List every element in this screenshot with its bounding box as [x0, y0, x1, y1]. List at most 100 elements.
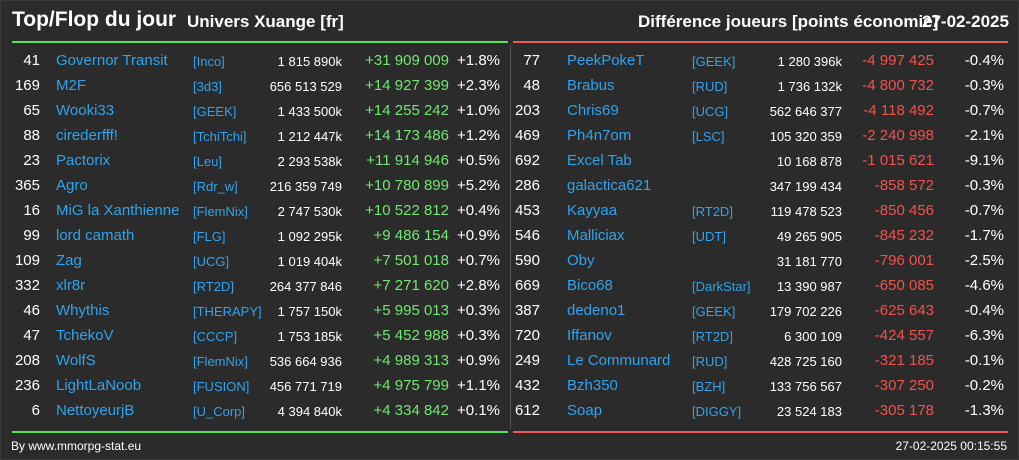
- player-name-link[interactable]: Soap: [567, 402, 603, 419]
- alliance-tag-link[interactable]: [RT2D]: [692, 204, 733, 219]
- loser-row: 453 Kayyaa [RT2D] 119 478 523 -850 456 -0.7%: [512, 199, 1010, 224]
- player-name-link[interactable]: Wooki33: [56, 102, 115, 119]
- player-name-link[interactable]: Chris69: [567, 102, 619, 119]
- alliance-tag-link[interactable]: [UDT]: [692, 229, 726, 244]
- player-name-link[interactable]: PeekPokeT: [567, 52, 645, 69]
- top-red-bar: [513, 41, 1008, 43]
- gainer-row: 208 WolfS [FlemNix] 536 664 936 +4 989 313 +0…: [12, 349, 510, 374]
- alliance-tag-link[interactable]: [TchiTchi]: [193, 129, 247, 144]
- gainer-row: 99 lord camath [FLG] 1 092 295k +9 486 154 +0…: [12, 224, 510, 249]
- player-points: 1 753 185k: [277, 329, 342, 344]
- player-name-link[interactable]: xlr8r: [56, 277, 86, 294]
- player-name-link[interactable]: Brabus: [567, 77, 615, 94]
- points-difference: +10 522 812: [365, 202, 449, 219]
- player-name-link[interactable]: Bzh350: [567, 377, 618, 394]
- loser-row: 387 dedeno1 [GEEK] 179 702 226 -625 643 -0.4%: [512, 299, 1010, 324]
- alliance-tag-link[interactable]: [GEEK]: [692, 304, 736, 319]
- alliance-tag-link[interactable]: [LSC]: [692, 129, 725, 144]
- alliance-tag-link[interactable]: [BZH]: [692, 379, 726, 394]
- player-name-link[interactable]: Le Communard: [567, 352, 671, 369]
- player-name-link[interactable]: Oby: [567, 252, 595, 269]
- player-name-link[interactable]: cirederfff!: [56, 127, 118, 144]
- player-name-link[interactable]: galactica621: [567, 177, 652, 194]
- alliance-tag-link[interactable]: [RT2D]: [193, 279, 234, 294]
- points-difference: -4 800 732: [862, 77, 934, 94]
- percent-change: -9.1%: [964, 152, 1004, 169]
- player-points: 1 815 890k: [277, 54, 342, 69]
- points-difference: -650 085: [874, 277, 934, 294]
- percent-change: +0.7%: [457, 252, 500, 269]
- alliance-tag-link[interactable]: [UCG]: [193, 254, 230, 269]
- player-name-link[interactable]: M2F: [56, 77, 86, 94]
- alliance-tag-link[interactable]: [FlemNix]: [193, 354, 248, 369]
- alliance-tag-link[interactable]: [DarkStar]: [692, 279, 751, 294]
- points-difference: -321 185: [874, 352, 934, 369]
- alliance-tag-link[interactable]: [UCG]: [692, 104, 729, 119]
- player-rank: 65: [23, 102, 40, 119]
- alliance-tag-link[interactable]: [RUD]: [692, 354, 728, 369]
- player-name-link[interactable]: Bico68: [567, 277, 613, 294]
- universe-label: Univers Xuange [fr]: [187, 12, 344, 31]
- player-name-link[interactable]: Zag: [56, 252, 82, 269]
- points-difference: +4 975 799: [373, 377, 450, 394]
- points-difference: +10 780 899: [365, 177, 449, 194]
- player-points: 119 478 523: [770, 204, 842, 219]
- top-gainers-list: 41 Governor Transit [Inco] 1 815 890k +31 90…: [12, 49, 510, 424]
- player-name-link[interactable]: WolfS: [56, 352, 96, 369]
- player-name-link[interactable]: Governor Transit: [56, 52, 168, 69]
- player-name-link[interactable]: NettoyeurjB: [56, 402, 135, 419]
- player-points: 1 280 396k: [777, 54, 842, 69]
- alliance-tag-link[interactable]: [GEEK]: [193, 104, 237, 119]
- player-name-link[interactable]: MiG la Xanthienne: [56, 202, 180, 219]
- player-name-link[interactable]: TchekoV: [56, 327, 114, 344]
- player-points: 1 757 150k: [277, 304, 342, 319]
- player-name-link[interactable]: Iffanov: [567, 327, 612, 344]
- player-name-link[interactable]: lord camath: [56, 227, 135, 244]
- player-rank: 88: [23, 127, 40, 144]
- percent-change: -0.4%: [964, 52, 1004, 69]
- percent-change: +0.3%: [457, 327, 500, 344]
- alliance-tag-link[interactable]: [RT2D]: [692, 329, 733, 344]
- alliance-tag-link[interactable]: [DIGGY]: [692, 404, 742, 419]
- points-difference: -4 118 492: [863, 102, 934, 119]
- player-points: 1 212 447k: [277, 129, 342, 144]
- alliance-tag-link[interactable]: [CCCP]: [193, 329, 238, 344]
- player-name-link[interactable]: Excel Tab: [567, 152, 632, 169]
- player-name-link[interactable]: Ph4n7om: [567, 127, 632, 144]
- player-name-link[interactable]: Pactorix: [56, 152, 111, 169]
- gainer-row: 23 Pactorix [Leu] 2 293 538k +11 914 946 +0.5…: [12, 149, 510, 174]
- alliance-tag-link[interactable]: [FLG]: [193, 229, 226, 244]
- player-rank: 41: [23, 52, 40, 69]
- points-difference: +7 501 018: [373, 252, 450, 269]
- player-name-link[interactable]: Agro: [56, 177, 88, 194]
- percent-change: -0.7%: [964, 102, 1004, 119]
- player-name-link[interactable]: LightLaNoob: [56, 377, 142, 394]
- alliance-tag-link[interactable]: [3d3]: [193, 79, 222, 94]
- gainer-row: 65 Wooki33 [GEEK] 1 433 500k +14 255 242 +1.0…: [12, 99, 510, 124]
- alliance-tag-link[interactable]: [FlemNix]: [193, 204, 248, 219]
- alliance-tag-link[interactable]: [FUSION]: [193, 379, 250, 394]
- player-name-link[interactable]: dedeno1: [567, 302, 626, 319]
- player-points: 23 524 183: [776, 404, 842, 419]
- alliance-tag-link[interactable]: [Leu]: [193, 154, 222, 169]
- loser-row: 286 galactica621 347 199 434 -858 572 -0.3%: [512, 174, 1010, 199]
- player-rank: 469: [514, 127, 540, 144]
- points-difference: +7 271 620: [373, 277, 450, 294]
- player-name-link[interactable]: Kayyaa: [567, 202, 618, 219]
- percent-change: +2.8%: [457, 277, 500, 294]
- alliance-tag-link[interactable]: [Rdr_w]: [193, 179, 238, 194]
- alliance-tag-link[interactable]: [Inco]: [193, 54, 225, 69]
- alliance-tag-link[interactable]: [THERAPY]: [193, 304, 262, 319]
- alliance-tag-link[interactable]: [U_Corp]: [193, 404, 246, 419]
- player-name-link[interactable]: Malliciax: [567, 227, 625, 244]
- footer-credit[interactable]: By www.mmorpg-stat.eu: [11, 439, 142, 453]
- points-difference: +14 927 399: [365, 77, 449, 94]
- alliance-tag-link[interactable]: [GEEK]: [692, 54, 736, 69]
- player-points: 1 433 500k: [277, 104, 342, 119]
- player-name-link[interactable]: Whythis: [56, 302, 110, 319]
- gainer-row: 16 MiG la Xanthienne [FlemNix] 2 747 530k +1…: [12, 199, 510, 224]
- percent-change: +0.3%: [457, 302, 500, 319]
- percent-change: +0.9%: [457, 352, 500, 369]
- player-points: 4 394 840k: [277, 404, 342, 419]
- alliance-tag-link[interactable]: [RUD]: [692, 79, 728, 94]
